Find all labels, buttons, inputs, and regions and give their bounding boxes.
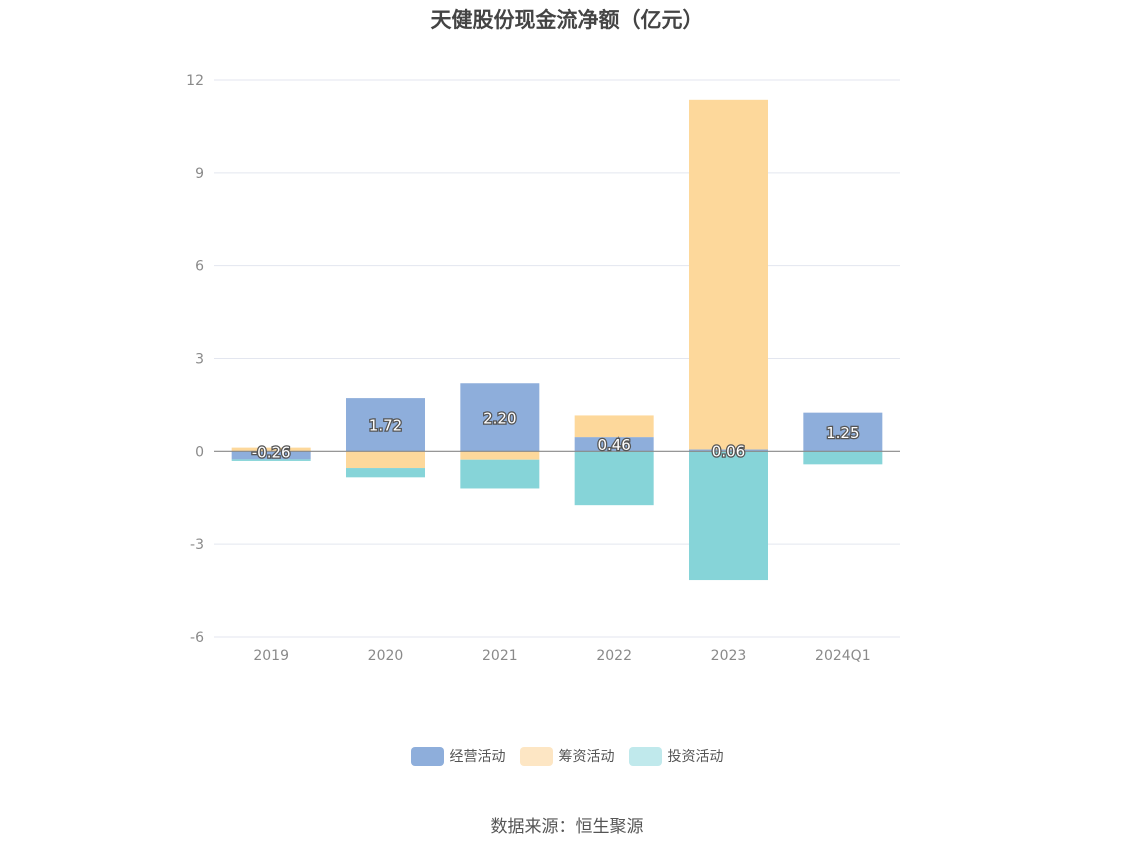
data-label-operating-2021: 2.20 bbox=[483, 409, 516, 427]
bar-financing-2020[interactable] bbox=[346, 451, 425, 469]
bar-financing-2021[interactable] bbox=[460, 451, 540, 460]
bar-operating-2024Q1[interactable] bbox=[803, 412, 883, 452]
legend-swatch-financing bbox=[519, 746, 553, 766]
x-tick-label: 2023 bbox=[711, 648, 747, 664]
y-tick-label: 9 bbox=[195, 166, 204, 182]
x-axis-ticks: 2019 2020 2021 2022 2023 2024Q1 bbox=[253, 648, 870, 664]
bars bbox=[231, 99, 883, 581]
x-tick-label: 2020 bbox=[368, 648, 404, 664]
data-label-operating-2024Q1: 1.25 bbox=[826, 424, 859, 442]
y-tick-label: 3 bbox=[195, 352, 204, 368]
data-label-operating-2020: 1.72 bbox=[369, 417, 402, 435]
legend-swatch-investing bbox=[628, 746, 662, 766]
bar-operating-2020[interactable] bbox=[346, 398, 425, 452]
bar-operating-2023[interactable] bbox=[689, 449, 768, 452]
y-tick-label: -6 bbox=[190, 630, 204, 646]
legend-label-investing: 投资活动 bbox=[667, 749, 724, 765]
data-label-operating-2022: 0.46 bbox=[597, 436, 630, 454]
grid-lines bbox=[214, 79, 900, 638]
bar-investing-2019[interactable] bbox=[231, 459, 311, 461]
data-label-operating-2023: 0.06 bbox=[712, 442, 745, 460]
legend: 经营活动 筹资活动 投资活动 bbox=[0, 746, 1134, 766]
x-tick-label: 2024Q1 bbox=[815, 648, 871, 664]
bar-investing-2024Q1[interactable] bbox=[803, 451, 883, 465]
bar-investing-2020[interactable] bbox=[346, 468, 425, 478]
x-tick-label: 2019 bbox=[253, 648, 289, 664]
legend-label-operating: 经营活动 bbox=[449, 749, 506, 765]
bar-financing-2022[interactable] bbox=[574, 415, 654, 438]
x-tick-label: 2021 bbox=[482, 648, 518, 664]
legend-item-operating[interactable]: 经营活动 bbox=[410, 746, 506, 766]
bar-operating-2021[interactable] bbox=[460, 383, 540, 452]
legend-item-financing[interactable]: 筹资活动 bbox=[519, 746, 615, 766]
x-tick-label: 2022 bbox=[596, 648, 632, 664]
y-tick-label: -3 bbox=[190, 537, 204, 553]
legend-item-investing[interactable]: 投资活动 bbox=[628, 746, 724, 766]
bar-operating-2022[interactable] bbox=[574, 437, 654, 452]
y-tick-label: 0 bbox=[195, 444, 204, 460]
source-note: 数据来源：恒生聚源 bbox=[490, 817, 644, 837]
y-tick-label: 12 bbox=[186, 73, 204, 89]
chart-plot: -6 -3 0 3 6 9 12 2019 2020 2021 2022 2023 2024Q1 -0… bbox=[186, 73, 900, 664]
bar-operating-2019[interactable] bbox=[231, 451, 311, 460]
y-axis-ticks: -6 -3 0 3 6 9 12 bbox=[186, 73, 204, 646]
bar-investing-2021[interactable] bbox=[460, 459, 540, 489]
bar-investing-2023[interactable] bbox=[689, 451, 768, 581]
bar-investing-2022[interactable] bbox=[574, 451, 654, 506]
data-labels: -0.26 1.72 2.20 0.46 0.06 1.25 bbox=[251, 408, 861, 463]
chart-title: 天健股份现金流净额（亿元） bbox=[430, 8, 704, 32]
legend-swatch-operating bbox=[410, 746, 444, 766]
bar-financing-2019[interactable] bbox=[231, 447, 311, 452]
legend-label-financing: 筹资活动 bbox=[558, 749, 615, 765]
y-tick-label: 6 bbox=[195, 259, 204, 275]
data-label-operating-2019: -0.26 bbox=[252, 443, 291, 461]
bar-financing-2023[interactable] bbox=[689, 99, 768, 450]
